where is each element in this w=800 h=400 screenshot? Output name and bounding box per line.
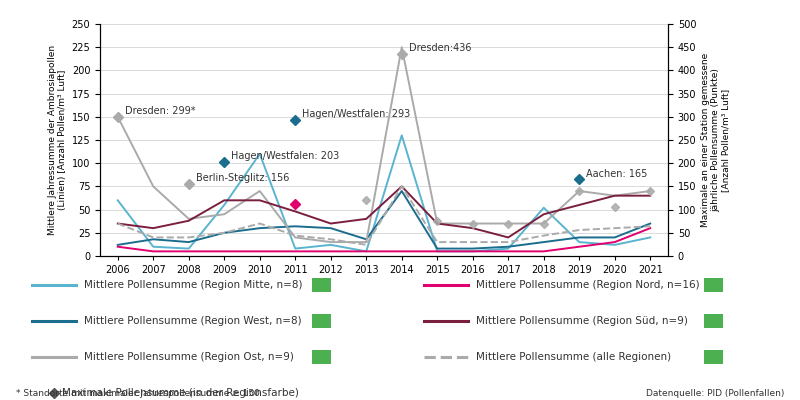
Text: Mittlere Pollensumme (Region Ost, n=9): Mittlere Pollensumme (Region Ost, n=9) — [84, 352, 294, 362]
Text: Mittlere Pollensumme (alle Regionen): Mittlere Pollensumme (alle Regionen) — [476, 352, 671, 362]
Y-axis label: Mittlere Jahressumme der Ambrosiapollen
(Linien) [Anzahl Pollen/m³ Luft]: Mittlere Jahressumme der Ambrosiapollen … — [48, 45, 67, 235]
Text: * Standorte mit maximaler Jahrespollensumme ≥ 150: * Standorte mit maximaler Jahrespollensu… — [16, 389, 260, 398]
Text: Datenquelle: PID (Pollenfallen): Datenquelle: PID (Pollenfallen) — [646, 389, 784, 398]
Text: Hagen/Westfalen: 203: Hagen/Westfalen: 203 — [231, 151, 340, 161]
Text: Mittlere Pollensumme (Region Nord, n=16): Mittlere Pollensumme (Region Nord, n=16) — [476, 280, 700, 290]
Text: Berlin-Steglitz: 156: Berlin-Steglitz: 156 — [196, 173, 290, 183]
Text: Mittlere Pollensumme (Region Mitte, n=8): Mittlere Pollensumme (Region Mitte, n=8) — [84, 280, 302, 290]
Bar — [312, 278, 331, 292]
Bar — [704, 314, 723, 328]
Bar — [704, 350, 723, 364]
Text: Mittlere Pollensumme (Region West, n=8): Mittlere Pollensumme (Region West, n=8) — [84, 316, 302, 326]
Text: Mittlere Pollensumme (Region Süd, n=9): Mittlere Pollensumme (Region Süd, n=9) — [476, 316, 688, 326]
Text: Dresden: 299*: Dresden: 299* — [125, 106, 195, 116]
Bar — [312, 314, 331, 328]
Y-axis label: Maximale an einer Station gemessene
jährliche Pollensumme (Punkte)
[Anzahl Polle: Maximale an einer Station gemessene jähr… — [701, 53, 730, 227]
Bar — [704, 278, 723, 292]
Text: Aachen: 165: Aachen: 165 — [586, 169, 648, 179]
Text: Dresden:436: Dresden:436 — [409, 43, 471, 53]
Bar — [312, 350, 331, 364]
Text: Hagen/Westfalen: 293: Hagen/Westfalen: 293 — [302, 109, 410, 119]
Text: Maximale Pollensumme (in der Regionsfarbe): Maximale Pollensumme (in der Regionsfarb… — [62, 388, 299, 398]
